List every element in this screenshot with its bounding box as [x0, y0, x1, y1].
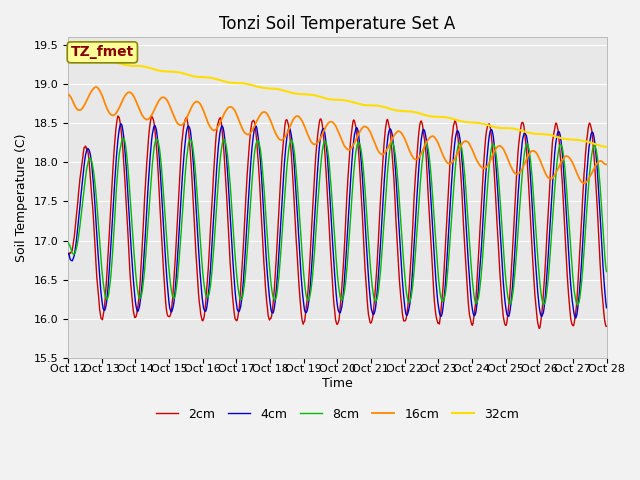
- Y-axis label: Soil Temperature (C): Soil Temperature (C): [15, 133, 28, 262]
- 4cm: [128, 257, 136, 263]
- 2cm: [603, 324, 611, 329]
- 4cm: [117, 121, 125, 127]
- 32cm: [253, 84, 260, 89]
- 8cm: [274, 283, 282, 288]
- 4cm: [253, 130, 261, 136]
- 8cm: [603, 269, 611, 275]
- 16cm: [253, 117, 261, 122]
- 16cm: [603, 162, 611, 168]
- 32cm: [64, 50, 72, 56]
- 2cm: [535, 325, 543, 331]
- 16cm: [274, 135, 282, 141]
- 16cm: [227, 104, 235, 110]
- 2cm: [128, 296, 136, 301]
- 16cm: [128, 91, 136, 96]
- Title: Tonzi Soil Temperature Set A: Tonzi Soil Temperature Set A: [219, 15, 456, 33]
- 32cm: [127, 63, 135, 69]
- 2cm: [114, 113, 122, 119]
- 16cm: [424, 138, 431, 144]
- 8cm: [394, 171, 401, 177]
- 32cm: [603, 144, 611, 150]
- 32cm: [227, 80, 234, 85]
- 2cm: [424, 178, 431, 184]
- Line: 4cm: 4cm: [68, 124, 607, 318]
- 8cm: [253, 137, 261, 143]
- Line: 2cm: 2cm: [68, 116, 607, 328]
- 2cm: [394, 243, 401, 249]
- 8cm: [424, 143, 431, 148]
- Line: 8cm: 8cm: [68, 138, 607, 305]
- Legend: 2cm, 4cm, 8cm, 16cm, 32cm: 2cm, 4cm, 8cm, 16cm, 32cm: [150, 403, 524, 425]
- 16cm: [394, 129, 401, 134]
- 2cm: [274, 227, 282, 232]
- 2cm: [253, 151, 261, 156]
- 8cm: [64, 240, 72, 245]
- 8cm: [128, 220, 136, 226]
- 2cm: [64, 251, 72, 256]
- Line: 32cm: 32cm: [68, 53, 607, 147]
- 8cm: [574, 302, 582, 308]
- 4cm: [64, 251, 72, 256]
- Line: 16cm: 16cm: [68, 87, 607, 183]
- 8cm: [227, 192, 235, 197]
- 32cm: [273, 86, 281, 92]
- 2cm: [227, 271, 235, 277]
- 4cm: [603, 305, 611, 311]
- 32cm: [423, 113, 431, 119]
- 4cm: [227, 226, 235, 231]
- 16cm: [580, 180, 588, 186]
- 16cm: [92, 84, 100, 90]
- 16cm: [64, 92, 72, 97]
- 4cm: [424, 147, 431, 153]
- X-axis label: Time: Time: [322, 377, 353, 390]
- 8cm: [119, 135, 127, 141]
- 32cm: [393, 108, 401, 113]
- 4cm: [274, 265, 282, 271]
- 4cm: [394, 196, 401, 202]
- Text: TZ_fmet: TZ_fmet: [71, 45, 134, 60]
- 4cm: [572, 315, 579, 321]
